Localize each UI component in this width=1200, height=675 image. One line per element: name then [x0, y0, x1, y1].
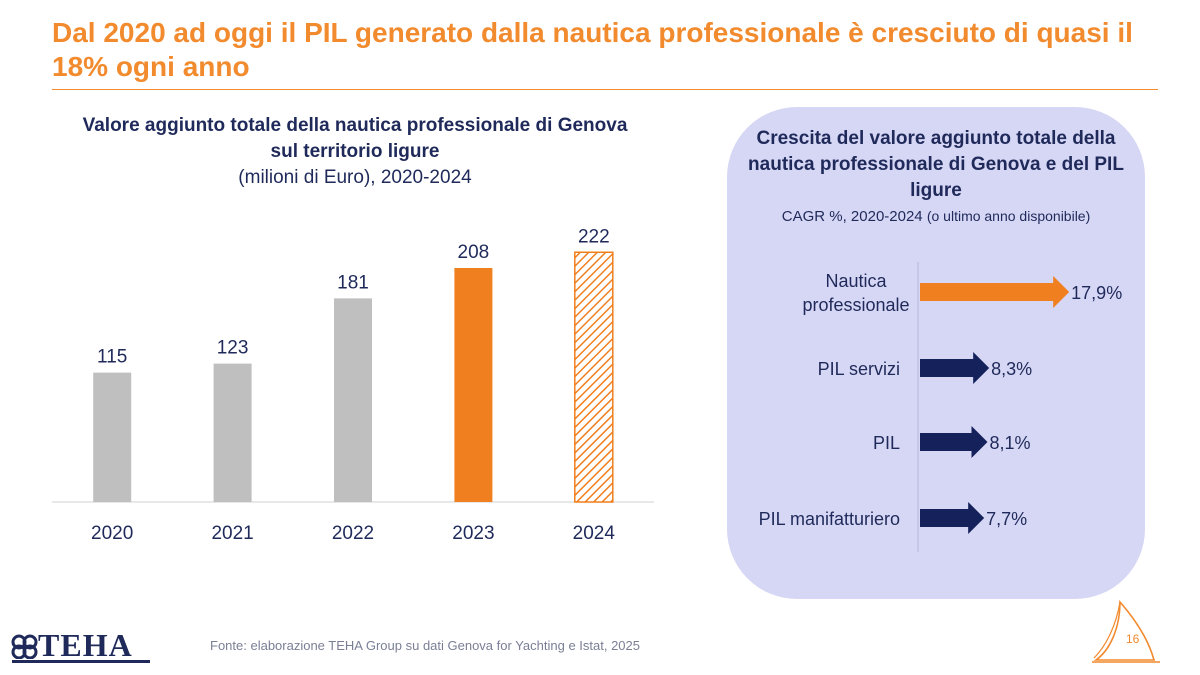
cagr-label-pil: PIL: [873, 433, 900, 453]
cagr-value-pil: 8,1%: [990, 433, 1031, 453]
page-number: 16: [1126, 632, 1140, 646]
source-note: Fonte: elaborazione TEHA Group su dati G…: [210, 638, 640, 653]
cagr-label-nautica-professionale: Nautica professionale: [802, 271, 909, 315]
bar-value-label-2021: 123: [217, 338, 249, 359]
cagr-value-pil-servizi: 8,3%: [991, 359, 1032, 379]
bar-2024: [574, 251, 614, 503]
sail-logo-icon: [1092, 599, 1160, 663]
right-panel-subtitle: CAGR %, 2020-2024 (o ultimo anno disponi…: [727, 208, 1145, 225]
x-tick-label-2021: 2021: [211, 523, 253, 544]
right-panel-subtitle-main: CAGR %, 2020-2024: [781, 208, 923, 225]
left-chart-title-line1: Valore aggiunto totale della nautica pro…: [82, 115, 628, 136]
cagr-arrow-pil: [920, 426, 988, 458]
bar-value-label-2024: 222: [578, 226, 610, 247]
x-tick-label-2024: 2024: [573, 523, 616, 544]
bar-value-label-2022: 181: [337, 272, 369, 293]
bar-value-label-2020: 115: [97, 347, 127, 368]
cagr-arrow-pil-servizi: [920, 352, 990, 384]
cagr-arrow-chart: 17,9% Nautica professionale 8,3% PIL servizi…: [759, 262, 1122, 552]
cagr-value-nautica-professionale: 17,9%: [1071, 283, 1122, 303]
cagr-arrow-pil-manifatturiero: [920, 502, 985, 534]
cagr-value-pil-manifatturiero: 7,7%: [986, 509, 1027, 529]
cagr-arrow-nautica-professionale: [920, 276, 1070, 308]
right-panel-subtitle-paren: (o ultimo anno disponibile): [926, 208, 1091, 224]
page-headline: Dal 2020 ad oggi il PIL generato dalla n…: [52, 17, 1133, 82]
cagr-label-pil-servizi: PIL servizi: [818, 359, 900, 379]
left-chart-subtitle: (milioni di Euro), 2020-2024: [238, 167, 472, 188]
bar-2023: [454, 268, 493, 502]
x-tick-label-2020: 2020: [91, 523, 133, 544]
teha-logo: TEHA: [38, 627, 133, 664]
x-tick-label-2023: 2023: [452, 523, 494, 544]
bar-2022: [334, 298, 372, 502]
bar-value-label-2023: 208: [458, 242, 490, 263]
teha-logo-mark-icon: [11, 634, 38, 659]
bar-chart: 115 2020 123 2021 181 2022 208 2023 222 2024: [52, 226, 654, 544]
bar-2021: [213, 363, 252, 502]
headline-divider: [52, 89, 1158, 90]
right-panel-title: Crescita del valore aggiunto totale dell…: [748, 128, 1124, 201]
left-chart-title-line2: sul territorio ligure: [270, 141, 440, 162]
left-chart-title: Valore aggiunto totale della nautica pro…: [40, 113, 670, 191]
bar-2020: [93, 372, 132, 502]
x-tick-label-2022: 2022: [332, 523, 374, 544]
teha-logo-underline: [12, 660, 150, 663]
teha-logo-text: TEHA: [38, 627, 133, 663]
cagr-label-pil-manifatturiero: PIL manifatturiero: [759, 509, 900, 529]
